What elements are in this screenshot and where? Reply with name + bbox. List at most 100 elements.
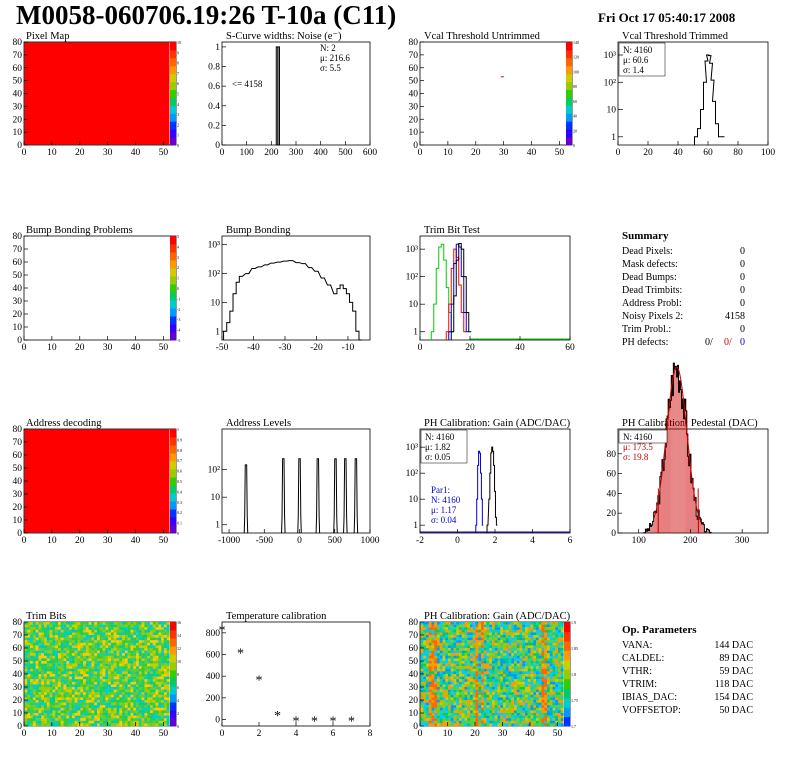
heatmap-cell [530, 723, 534, 727]
heatmap-cell [470, 661, 473, 664]
colorbar-cell [170, 461, 176, 470]
heatmap-cell [549, 645, 553, 649]
heatmap-cell [163, 622, 167, 625]
heatmap-cell [459, 707, 462, 711]
heatmap-cell [533, 632, 537, 636]
heatmap-cell [147, 681, 151, 685]
colorbar-cell [170, 137, 176, 146]
heatmap-cell [110, 718, 114, 721]
heatmap-cell [155, 674, 159, 677]
heatmap-cell [130, 705, 134, 708]
heatmap-cell [555, 627, 559, 630]
heatmap-cell [472, 624, 476, 628]
heatmap-cell [492, 718, 495, 721]
heatmap-cell [486, 715, 490, 719]
heatmap-cell [456, 684, 460, 688]
heatmap-cell [492, 637, 495, 641]
heatmap-cell [503, 697, 506, 701]
heatmap-cell [63, 645, 67, 649]
heatmap-cell [83, 650, 87, 654]
heatmap-cell [549, 718, 553, 721]
heatmap-cell [163, 632, 167, 636]
heatmap-cell [52, 661, 56, 664]
heatmap-cell [41, 705, 45, 708]
heatmap-cell [464, 632, 468, 636]
heatmap-cell [461, 702, 465, 706]
heatmap-cell [35, 679, 39, 682]
heatmap-cell [30, 676, 34, 680]
heatmap-cell [66, 663, 70, 667]
heatmap-cell [141, 640, 145, 643]
heatmap-cell [459, 663, 462, 667]
heatmap-cell [423, 629, 427, 633]
heatmap-cell [102, 648, 106, 651]
heatmap-cell [450, 627, 454, 630]
heatmap-cell [437, 674, 440, 677]
heatmap-cell [69, 629, 73, 633]
heatmap-cell [505, 710, 509, 714]
heatmap-cell [35, 624, 39, 628]
heatmap-cell [141, 679, 145, 682]
heatmap-cell [66, 676, 70, 680]
x-tick-label: 100 [761, 148, 776, 158]
heatmap-cell [155, 681, 159, 685]
heatmap-cell [144, 671, 148, 675]
heatmap-cell [141, 648, 145, 651]
heatmap-cell [97, 627, 100, 630]
heatmap-cell [475, 702, 479, 706]
heatmap-cell [130, 635, 134, 638]
heatmap-cell [508, 713, 512, 716]
heatmap-cell [144, 624, 148, 628]
heatmap-cell [124, 640, 128, 643]
heatmap-cell [494, 629, 498, 633]
heatmap-cell [27, 648, 31, 651]
y-tick-label: 60 [13, 644, 23, 654]
heatmap-cell [97, 720, 100, 724]
heatmap-cell [158, 655, 162, 659]
heatmap-cell [470, 707, 473, 711]
heatmap-cell [55, 640, 59, 643]
heatmap-cell [60, 689, 64, 693]
heatmap-cell [27, 707, 31, 711]
heatmap-cell [77, 679, 81, 682]
heatmap-cell [74, 658, 78, 662]
heatmap-cell [49, 653, 53, 656]
summary-value: 0 [740, 246, 745, 257]
x-tick-label: 10 [443, 148, 453, 158]
heatmap-cell [558, 707, 561, 711]
heatmap-cell [516, 642, 520, 646]
heatmap-cell [503, 668, 506, 672]
heatmap-cell [516, 684, 520, 688]
heatmap-cell [158, 640, 162, 643]
heatmap-cell [472, 632, 476, 636]
heatmap-cell [30, 627, 34, 630]
heatmap-cell [453, 655, 457, 659]
heatmap-cell [41, 694, 45, 698]
heatmap-cell [69, 700, 73, 703]
heatmap-cell [49, 632, 53, 636]
heatmap-cell [434, 629, 438, 633]
heatmap-cell [423, 658, 427, 662]
heatmap-cell [470, 650, 473, 654]
heatmap-cell [158, 705, 162, 708]
heatmap-cell [525, 681, 528, 685]
heatmap-cell [516, 692, 520, 695]
heatmap-cell [478, 715, 482, 719]
colorbar-cell [170, 121, 176, 130]
heatmap-cell [155, 676, 159, 680]
y-tick-label: 10 [409, 128, 419, 138]
heatmap-cell [27, 658, 31, 662]
heatmap-cell [516, 632, 520, 636]
heatmap-cell [88, 705, 92, 708]
heatmap-cell [133, 720, 137, 724]
heatmap-cell [49, 705, 53, 708]
heatmap-cell [464, 671, 468, 675]
heatmap-cell [91, 624, 95, 628]
heatmap-cell [24, 705, 28, 708]
heatmap-cell [161, 707, 165, 711]
heatmap-cell [122, 655, 126, 659]
heatmap-cell [138, 632, 142, 636]
heatmap-cell [49, 718, 53, 721]
heatmap-cell [508, 697, 512, 701]
heatmap-cell [511, 697, 515, 701]
